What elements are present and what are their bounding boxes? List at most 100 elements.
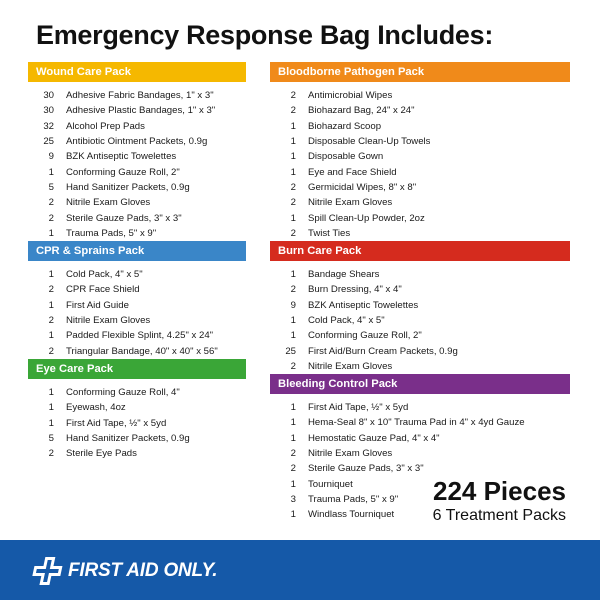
item-quantity: 32 <box>43 120 54 132</box>
item-name: Hemostatic Gauze Pad, 4" x 4" <box>308 432 440 444</box>
item-quantity: 2 <box>290 105 296 117</box>
item-quantity: 3 <box>290 493 296 505</box>
item-name: Disposable Clean-Up Towels <box>308 136 431 148</box>
item-quantity: 1 <box>290 315 296 327</box>
pack-header: Burn Care Pack <box>270 241 570 261</box>
item-quantity: 1 <box>48 387 54 399</box>
list-item: 25 Antibiotic Ointment Packets, 0.9g <box>28 134 246 149</box>
item-name: Windlass Tourniquet <box>308 509 395 521</box>
list-item: 1 Conforming Gauze Roll, 2" <box>28 164 246 179</box>
item-quantity: 1 <box>290 402 296 414</box>
item-name: Conforming Gauze Roll, 2" <box>66 166 180 178</box>
item-quantity: 2 <box>48 345 54 357</box>
list-item: 5 Hand Sanitizer Packets, 0.9g <box>28 431 246 446</box>
item-name: Padded Flexible Splint, 4.25" x 24" <box>66 330 214 342</box>
brand-name: FIRST AID ONLY. <box>68 560 218 581</box>
item-quantity: 25 <box>285 345 296 357</box>
item-quantity: 2 <box>290 448 296 460</box>
list-item: 30 Adhesive Plastic Bandages, 1" x 3" <box>28 103 246 118</box>
item-name: Nitrile Exam Gloves <box>308 197 393 209</box>
list-item: 1 Cold Pack, 4" x 5" <box>28 267 246 282</box>
list-item: 2 Nitrile Exam Gloves <box>270 446 570 461</box>
item-name: Disposable Gown <box>308 151 384 163</box>
item-name: Hema-Seal 8" x 10" Trauma Pad in 4" x 4y… <box>308 417 525 429</box>
item-name: CPR Face Shield <box>66 284 140 296</box>
item-name: Hand Sanitizer Packets, 0.9g <box>66 181 190 193</box>
list-item: 2 Twist Ties <box>270 226 570 241</box>
list-item: 1 Tourniquet <box>270 476 570 491</box>
list-item: 2 Triangular Bandage, 40" x 40" x 56" <box>28 343 246 358</box>
pack-wound-care: Wound Care Pack 30 Adhesive Fabric Bandag… <box>28 62 246 241</box>
list-item: 1 Biohazard Scoop <box>270 119 570 134</box>
item-name: Adhesive Fabric Bandages, 1" x 3" <box>66 90 214 102</box>
item-name: Spill Clean-Up Powder, 2oz <box>308 212 425 224</box>
list-item: 2 Nitrile Exam Gloves <box>270 359 570 374</box>
item-quantity: 1 <box>290 151 296 163</box>
list-item: 1 First Aid Tape, ½" x 5yd <box>270 400 570 415</box>
item-name: Nitrile Exam Gloves <box>308 448 393 460</box>
item-name: Trauma Pads, 5" x 9" <box>308 493 399 505</box>
list-item: 1 Conforming Gauze Roll, 4" <box>28 385 246 400</box>
item-name: Bandage Shears <box>308 269 380 281</box>
pack-bloodborne-pathogen: Bloodborne Pathogen Pack 2 Antimicrobial … <box>270 62 570 241</box>
list-item: 2 Biohazard Bag, 24" x 24" <box>270 103 570 118</box>
item-quantity: 25 <box>43 136 54 148</box>
pack-item-list: 2 Antimicrobial Wipes 2 Biohazard Bag, 24" … <box>270 82 570 241</box>
list-item: 9 BZK Antiseptic Towelettes <box>270 298 570 313</box>
item-name: First Aid Guide <box>66 299 129 311</box>
item-name: Adhesive Plastic Bandages, 1" x 3" <box>66 105 216 117</box>
item-name: Burn Dressing, 4" x 4" <box>308 284 402 296</box>
item-name: Hand Sanitizer Packets, 0.9g <box>66 433 190 445</box>
item-name: Biohazard Bag, 24" x 24" <box>308 105 415 117</box>
item-quantity: 2 <box>48 284 54 296</box>
item-quantity: 2 <box>48 448 54 460</box>
item-quantity: 30 <box>43 90 54 102</box>
item-name: Eye and Face Shield <box>308 166 397 178</box>
item-name: Eyewash, 4oz <box>66 402 126 414</box>
pack-header: CPR & Sprains Pack <box>28 241 246 261</box>
item-name: BZK Antiseptic Towelettes <box>308 299 419 311</box>
item-quantity: 1 <box>48 417 54 429</box>
item-quantity: 1 <box>290 136 296 148</box>
list-item: 1 Disposable Clean-Up Towels <box>270 134 570 149</box>
pack-item-list: 30 Adhesive Fabric Bandages, 1" x 3" 30 Adh… <box>28 82 246 241</box>
list-item: 2 Nitrile Exam Gloves <box>28 195 246 210</box>
item-name: Alcohol Prep Pads <box>66 120 145 132</box>
item-quantity: 1 <box>290 478 296 490</box>
item-quantity: 1 <box>48 269 54 281</box>
list-item: 2 CPR Face Shield <box>28 282 246 297</box>
list-item: 1 First Aid Guide <box>28 298 246 313</box>
item-name: First Aid Tape, ½" x 5yd <box>308 402 409 414</box>
item-quantity: 1 <box>48 227 54 239</box>
list-item: 30 Adhesive Fabric Bandages, 1" x 3" <box>28 88 246 103</box>
item-name: Nitrile Exam Gloves <box>66 197 151 209</box>
list-item: 1 Spill Clean-Up Powder, 2oz <box>270 210 570 225</box>
list-item: 32 Alcohol Prep Pads <box>28 119 246 134</box>
item-quantity: 9 <box>290 299 296 311</box>
pack-eye-care: Eye Care Pack 1 Conforming Gauze Roll, 4"… <box>28 359 246 461</box>
pack-item-list: 1 Conforming Gauze Roll, 4" 1 Eyewash, 4oz 1… <box>28 379 246 461</box>
list-item: 3 Trauma Pads, 5" x 9" <box>270 492 570 507</box>
total-packs: 6 Treatment Packs <box>432 507 566 524</box>
item-name: Antimicrobial Wipes <box>308 90 393 102</box>
list-item: 2 Sterile Gauze Pads, 3" x 3" <box>28 210 246 225</box>
item-quantity: 2 <box>290 284 296 296</box>
item-quantity: 1 <box>290 509 296 521</box>
item-quantity: 1 <box>290 212 296 224</box>
list-item: 1 Eye and Face Shield <box>270 164 570 179</box>
item-name: Nitrile Exam Gloves <box>308 360 393 372</box>
item-quantity: 2 <box>48 212 54 224</box>
item-name: Twist Ties <box>308 227 351 239</box>
item-quantity: 2 <box>48 315 54 327</box>
pack-item-list: 1 First Aid Tape, ½" x 5yd 1 Hema-Seal 8" x… <box>270 394 570 522</box>
item-name: Triangular Bandage, 40" x 40" x 56" <box>66 345 218 357</box>
item-quantity: 1 <box>290 120 296 132</box>
pack-bleeding-control: Bleeding Control Pack 1 First Aid Tape, ½… <box>270 374 570 522</box>
item-quantity: 1 <box>48 299 54 311</box>
item-quantity: 9 <box>48 151 54 163</box>
list-item: 1 First Aid Tape, ½" x 5yd <box>28 416 246 431</box>
item-name: Tourniquet <box>308 478 353 490</box>
item-quantity: 30 <box>43 105 54 117</box>
item-name: Cold Pack, 4" x 5" <box>66 269 143 281</box>
item-quantity: 2 <box>290 181 296 193</box>
